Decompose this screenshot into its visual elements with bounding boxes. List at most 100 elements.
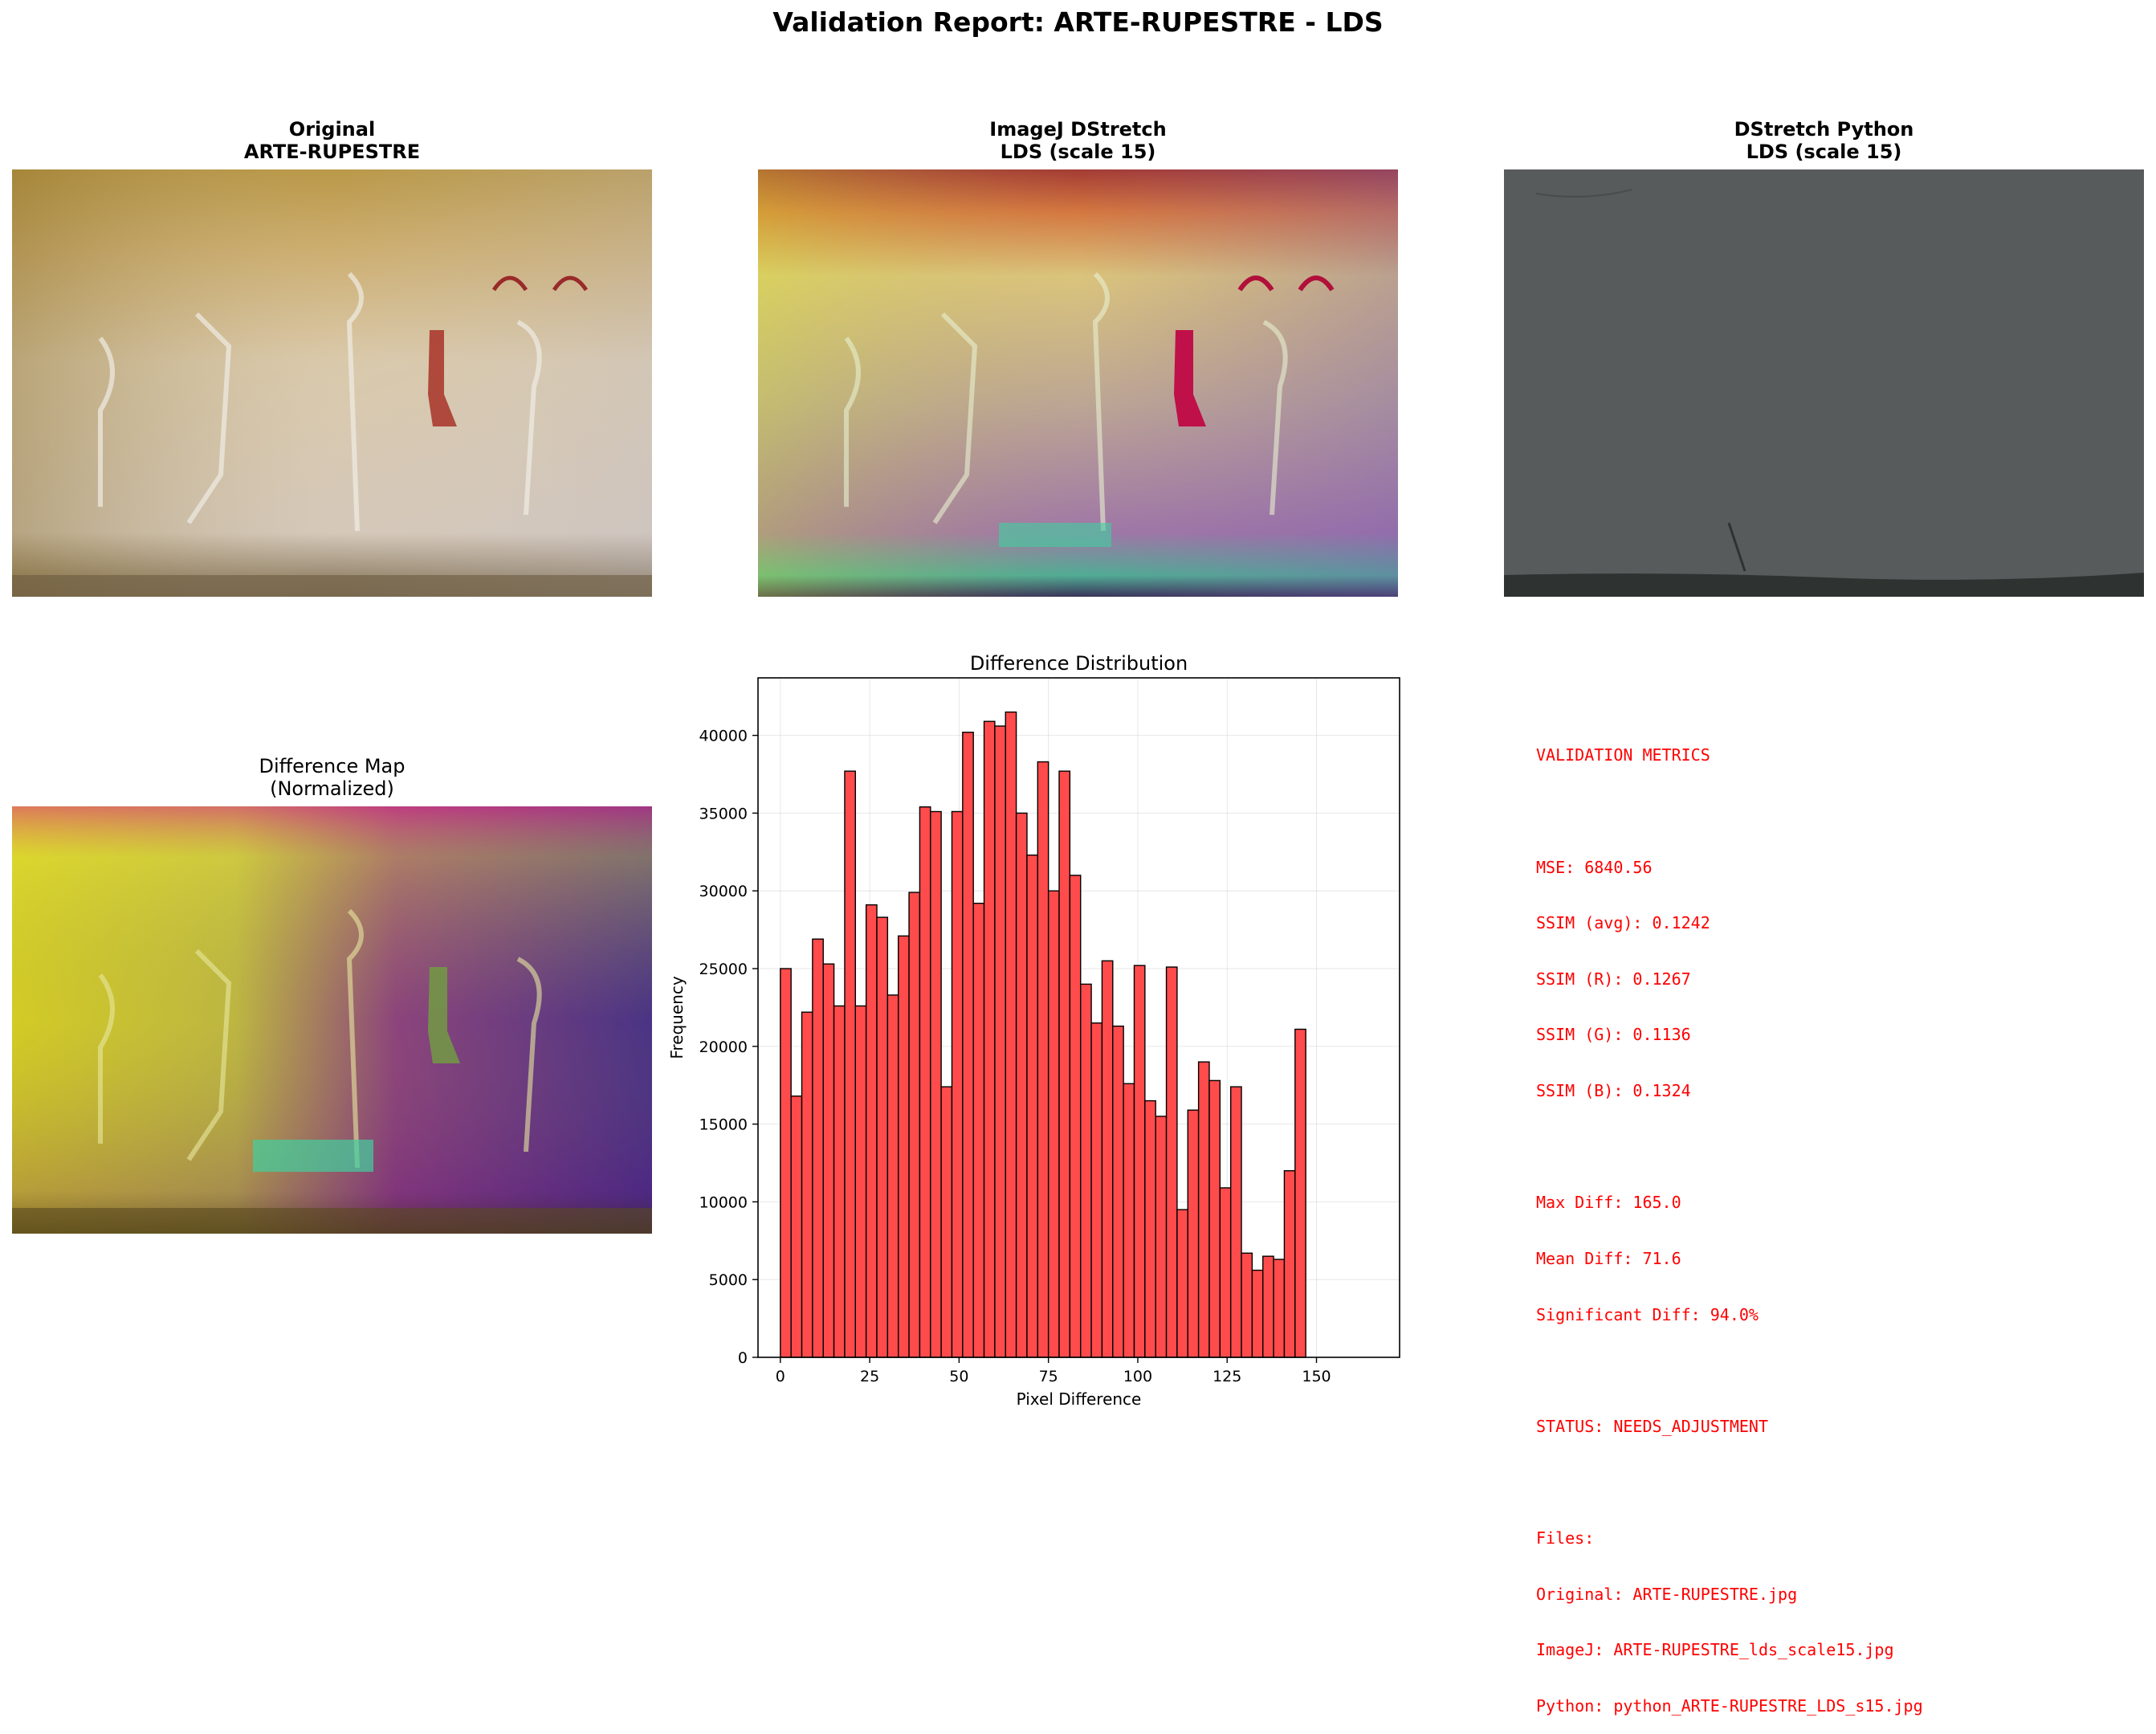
report-title: Validation Report: ARTE-RUPESTRE - LDS xyxy=(772,6,1384,38)
metric-status: STATUS: NEEDS_ADJUSTMENT xyxy=(1536,1416,1768,1436)
histogram-bar xyxy=(940,1086,953,1358)
original-panel-title: Original ARTE-RUPESTRE xyxy=(12,118,652,163)
difference-map-render xyxy=(12,806,652,1234)
histogram-bar xyxy=(1005,711,1017,1358)
y-tick-label: 35000 xyxy=(699,805,748,822)
histogram-bar xyxy=(972,903,985,1358)
validation-metrics: VALIDATION METRICS MSE: 6840.56 SSIM (av… xyxy=(1536,709,1923,1734)
y-tick-label: 15000 xyxy=(699,1116,748,1134)
y-tick-label: 5000 xyxy=(709,1271,748,1289)
original-title-line2: ARTE-RUPESTRE xyxy=(243,141,421,163)
python-title-line2: LDS (scale 15) xyxy=(1746,141,1902,163)
diffmap-panel-title: Difference Map (Normalized) xyxy=(12,755,652,800)
histogram-bar xyxy=(876,916,889,1358)
histogram-bar xyxy=(983,720,996,1358)
x-tick-label: 75 xyxy=(1039,1368,1058,1385)
x-axis-label: Pixel Difference xyxy=(1017,1389,1142,1409)
x-tick-label: 25 xyxy=(860,1368,879,1385)
diffmap-title-line2: (Normalized) xyxy=(270,777,394,800)
histogram-bar xyxy=(908,891,921,1358)
histogram-bar xyxy=(1080,983,1092,1358)
histogram-bar xyxy=(1262,1255,1274,1358)
histogram-bar xyxy=(1123,1083,1135,1358)
imagej-image xyxy=(758,169,1398,597)
histogram-bar xyxy=(1165,966,1178,1358)
diffmap-title-line1: Difference Map xyxy=(259,755,406,777)
histogram-bar xyxy=(1187,1109,1200,1358)
histogram-bar xyxy=(1047,890,1060,1358)
x-tick-label: 100 xyxy=(1123,1368,1152,1385)
metric-ssim-r: SSIM (R): 0.1267 xyxy=(1536,969,1691,989)
metrics-header: VALIDATION METRICS xyxy=(1536,745,1710,765)
metric-ssim-g: SSIM (G): 0.1136 xyxy=(1536,1025,1691,1045)
file-original: Original: ARTE-RUPESTRE.jpg xyxy=(1536,1584,1798,1604)
histogram-bar xyxy=(994,725,1006,1358)
histogram-bar xyxy=(1133,965,1146,1358)
histogram-bar xyxy=(1241,1252,1253,1358)
file-python: Python: python_ARTE-RUPESTRE_LDS_s15.jpg xyxy=(1536,1695,1923,1716)
histogram-bar xyxy=(1197,1061,1210,1358)
histogram-bar xyxy=(780,968,792,1358)
original-image-render xyxy=(12,169,652,597)
imagej-title-line1: ImageJ DStretch xyxy=(989,118,1167,141)
histogram-bar xyxy=(1176,1209,1188,1358)
x-tick-label: 150 xyxy=(1302,1368,1331,1385)
metric-ssim-avg: SSIM (avg): 0.1242 xyxy=(1536,913,1710,933)
histogram-bar xyxy=(919,806,931,1358)
histogram-bar xyxy=(865,904,878,1358)
y-axis-label: Frequency xyxy=(667,976,687,1059)
histogram-bar xyxy=(1058,770,1071,1358)
histogram-bar xyxy=(951,810,964,1358)
histogram-bar xyxy=(812,938,824,1358)
histogram-bar xyxy=(898,935,910,1358)
histogram-bar xyxy=(822,963,835,1358)
file-imagej: ImageJ: ARTE-RUPESTRE_lds_scale15.jpg xyxy=(1536,1640,1894,1660)
difference-map-image xyxy=(12,806,652,1234)
original-image xyxy=(12,169,652,597)
histogram-bar xyxy=(1037,761,1049,1358)
metric-max-diff: Max Diff: 165.0 xyxy=(1536,1193,1681,1213)
histogram-bar xyxy=(1026,854,1039,1358)
metric-significant-diff: Significant Diff: 94.0% xyxy=(1536,1304,1759,1324)
histogram-bar xyxy=(1101,960,1114,1358)
python-panel-title: DStretch Python LDS (scale 15) xyxy=(1504,118,2144,163)
y-tick-label: 25000 xyxy=(699,961,748,978)
histogram-bar xyxy=(1155,1116,1168,1358)
histogram-bar xyxy=(962,732,974,1358)
python-image xyxy=(1504,169,2144,597)
histogram-bar xyxy=(930,810,942,1358)
files-header: Files: xyxy=(1536,1528,1595,1548)
python-title-line1: DStretch Python xyxy=(1734,118,1914,141)
histogram-bar xyxy=(1251,1269,1264,1358)
x-tick-label: 50 xyxy=(949,1368,968,1385)
histogram-bar xyxy=(1208,1079,1221,1358)
imagej-image-render xyxy=(758,169,1398,597)
histogram-bar xyxy=(1144,1100,1156,1358)
y-tick-label: 10000 xyxy=(699,1193,748,1211)
metric-mean-diff: Mean Diff: 71.6 xyxy=(1536,1248,1681,1268)
histogram-bar xyxy=(1112,1025,1124,1358)
imagej-panel-title: ImageJ DStretch LDS (scale 15) xyxy=(758,118,1398,163)
red-figure xyxy=(1174,330,1206,426)
x-tick-label: 0 xyxy=(776,1368,785,1385)
original-title-line1: Original xyxy=(288,118,376,141)
histogram-bar xyxy=(1294,1028,1306,1358)
y-tick-label: 20000 xyxy=(699,1038,748,1056)
chart-title: Difference Distribution xyxy=(970,652,1188,675)
x-tick-label: 125 xyxy=(1212,1368,1241,1385)
histogram-bar xyxy=(790,1095,803,1358)
y-tick-label: 0 xyxy=(738,1349,748,1367)
python-image-render xyxy=(1504,169,2144,597)
y-tick-label: 40000 xyxy=(699,728,748,745)
histogram-bar xyxy=(1219,1187,1232,1358)
metric-ssim-b: SSIM (B): 0.1324 xyxy=(1536,1081,1691,1101)
histogram-bar xyxy=(1069,875,1082,1358)
histogram-bar xyxy=(1283,1169,1296,1358)
histogram-bar xyxy=(833,1005,846,1358)
histogram-bar xyxy=(801,1011,813,1358)
y-tick-label: 30000 xyxy=(699,883,748,900)
histogram-bar xyxy=(1273,1259,1286,1358)
histogram-bar xyxy=(1090,1022,1103,1358)
histogram-bar xyxy=(1015,812,1028,1358)
difference-histogram-chart: 0 25 50 75 100 125 150 0 5000 10000 15000 20000 2500… xyxy=(667,652,1400,1409)
